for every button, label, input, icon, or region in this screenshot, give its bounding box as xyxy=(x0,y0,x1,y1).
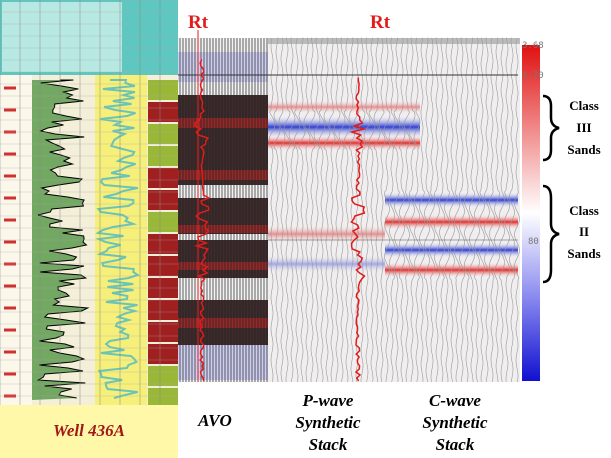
panel-label: Synthetic xyxy=(295,413,361,432)
band xyxy=(385,192,518,208)
panel-label: Synthetic xyxy=(422,413,488,432)
avo-band xyxy=(178,170,268,180)
annotation: Sands xyxy=(567,142,600,157)
panel-label: AVO xyxy=(197,411,232,430)
avo-band xyxy=(178,52,268,82)
lith-block xyxy=(148,168,178,188)
time-label: 80 xyxy=(528,237,539,247)
avo-band xyxy=(178,240,268,278)
lith-block xyxy=(148,256,178,276)
annotation: III xyxy=(576,120,591,135)
avo-band xyxy=(178,118,268,128)
time-label: 3.68 xyxy=(522,41,544,51)
panel-label: P-wave xyxy=(302,391,354,410)
lith-block xyxy=(148,80,178,100)
panel-label: C-wave xyxy=(429,391,481,410)
annotation: Class xyxy=(569,98,599,113)
avo-band xyxy=(178,262,268,270)
lith-block xyxy=(148,234,178,254)
lith-block xyxy=(148,212,178,232)
brace xyxy=(543,96,559,160)
rt-label: Rt xyxy=(188,12,209,33)
panel-label: Stack xyxy=(309,435,348,454)
figure: Well 436A Rt Rt 3.68 3.70 80 AVO P-wave … xyxy=(0,0,611,458)
lith-block xyxy=(148,300,178,320)
time-label: 3.70 xyxy=(522,71,544,81)
lith-block xyxy=(148,366,178,386)
well-label: Well 436A xyxy=(53,421,125,440)
colorbar xyxy=(522,45,540,381)
panel-label: Stack xyxy=(436,435,475,454)
annotation: Class xyxy=(569,203,599,218)
annotation: Sands xyxy=(567,246,600,261)
band xyxy=(268,255,385,273)
brace xyxy=(543,186,559,282)
page: Well 436A Rt Rt 3.68 3.70 80 AVO P-wave … xyxy=(0,0,611,458)
lith-block xyxy=(148,344,178,364)
avo-band xyxy=(178,225,268,233)
annotation: II xyxy=(579,224,589,239)
avo-band xyxy=(178,318,268,328)
lith-block xyxy=(148,102,178,122)
lith-block xyxy=(148,322,178,342)
lith-block xyxy=(148,190,178,210)
lith-block xyxy=(148,124,178,144)
rt-label: Rt xyxy=(370,12,391,33)
avo-band xyxy=(178,345,268,380)
